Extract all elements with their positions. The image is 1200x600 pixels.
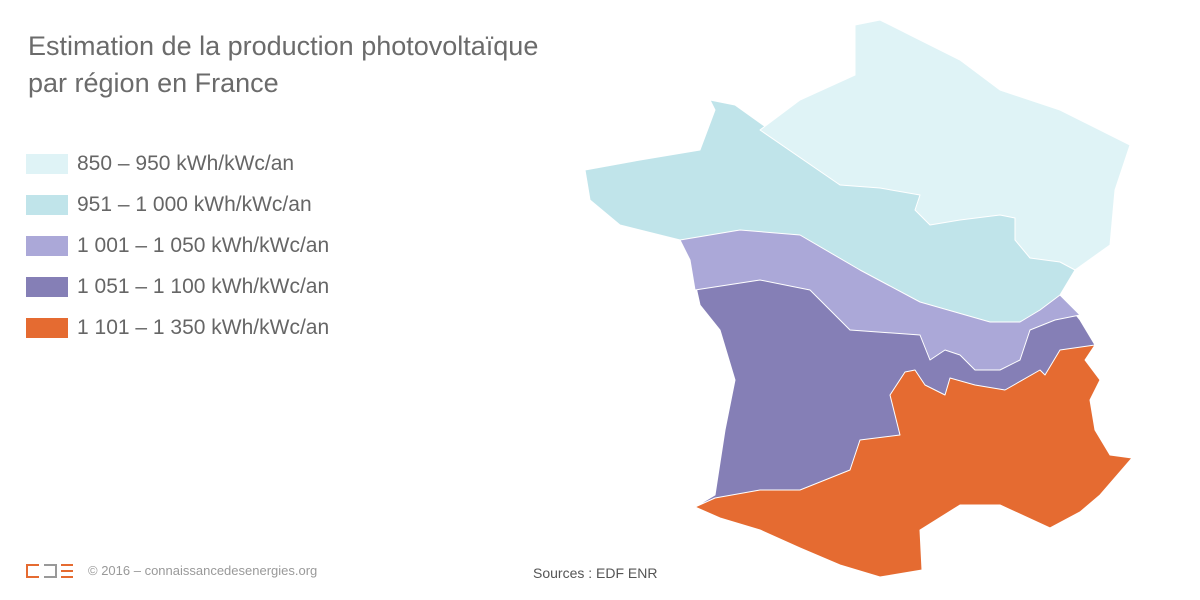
legend-label: 1 101 – 1 350 kWh/kWc/an: [77, 315, 330, 339]
legend-swatch: [26, 194, 68, 215]
region-850-950: [759, 19, 1131, 271]
sources-text: Sources : EDF ENR: [533, 565, 658, 581]
legend-label: 850 – 950 kWh/kWc/an: [77, 151, 295, 175]
legend-swatch: [26, 235, 68, 256]
legend-swatch: [26, 317, 68, 338]
legend-swatch: [26, 153, 68, 174]
map-title: Estimation de la production photovoltaïq…: [28, 28, 628, 102]
legend-item: 1 051 – 1 100 kWh/kWc/an: [26, 266, 329, 307]
copyright-text: © 2016 – connaissancedesenergies.org: [88, 563, 318, 578]
footer: © 2016 – connaissancedesenergies.org: [26, 563, 317, 578]
cde-logo-icon: [26, 563, 73, 578]
legend-item: 850 – 950 kWh/kWc/an: [26, 143, 329, 184]
legend: 850 – 950 kWh/kWc/an 951 – 1 000 kWh/kWc…: [26, 143, 329, 348]
legend-label: 951 – 1 000 kWh/kWc/an: [77, 192, 312, 216]
legend-label: 1 051 – 1 100 kWh/kWc/an: [77, 274, 330, 298]
title-line-1: Estimation de la production photovoltaïq…: [28, 31, 539, 61]
legend-swatch: [26, 276, 68, 297]
legend-label: 1 001 – 1 050 kWh/kWc/an: [77, 233, 330, 257]
legend-item: 951 – 1 000 kWh/kWc/an: [26, 184, 329, 225]
title-line-2: par région en France: [28, 68, 279, 98]
legend-item: 1 101 – 1 350 kWh/kWc/an: [26, 307, 329, 348]
legend-item: 1 001 – 1 050 kWh/kWc/an: [26, 225, 329, 266]
